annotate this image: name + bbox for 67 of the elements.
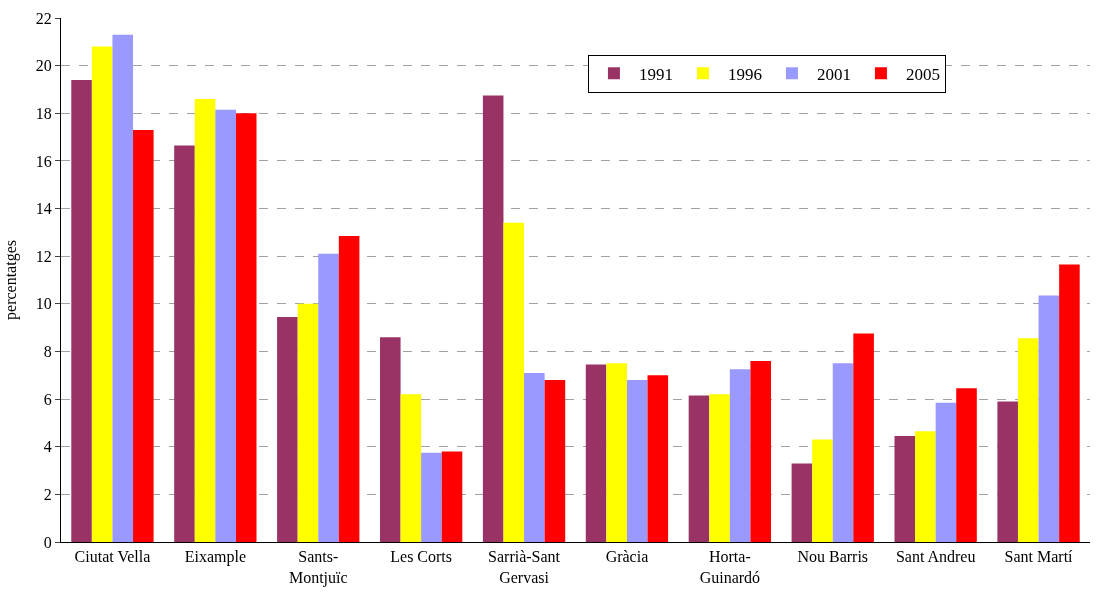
legend-label: 1991: [638, 64, 673, 84]
y-tick-label: 16: [35, 152, 52, 170]
bar: [71, 79, 92, 542]
bar: [174, 145, 195, 542]
bar: [235, 113, 257, 542]
x-tick-label: Horta- Guinardó: [699, 548, 761, 586]
bar: [133, 129, 154, 542]
bar: [338, 235, 360, 542]
x-tick-label: Sants- Montjuïc: [288, 548, 348, 587]
y-tick-label: 8: [43, 343, 52, 361]
bar: [935, 402, 957, 542]
x-tick-label: Eixample: [184, 548, 247, 567]
x-tick-label: Sant Andreu: [895, 548, 976, 566]
x-tick-label: Les Corts: [390, 548, 453, 566]
x-tick-label: Ciutat Vella: [74, 548, 151, 566]
bar: [894, 436, 916, 542]
bar: [688, 395, 710, 542]
legend-label: 2005: [905, 64, 940, 84]
x-tick-label: Nou Barris: [797, 548, 869, 566]
bar: [729, 369, 751, 542]
bar: [1038, 295, 1060, 542]
bar: [441, 451, 463, 542]
bar: [853, 333, 874, 542]
bar: [421, 452, 442, 542]
bar: [112, 34, 134, 542]
y-tick-label: 4: [43, 438, 52, 456]
y-tick-label: 6: [43, 390, 52, 408]
bar: [585, 364, 607, 542]
y-tick-label: 18: [35, 104, 52, 122]
bar: [915, 431, 936, 542]
bar: [750, 360, 772, 542]
bar: [400, 394, 422, 542]
bar: [647, 375, 669, 542]
bar: [812, 439, 833, 542]
bar: [524, 372, 545, 542]
bar: [791, 463, 813, 542]
bar: [194, 98, 216, 542]
y-tick-label: 2: [43, 485, 52, 503]
bar: [91, 46, 113, 542]
legend-label: 2001: [816, 64, 851, 84]
y-tick-label: 22: [35, 9, 52, 27]
x-tick-label: Gràcia: [605, 548, 649, 566]
y-tick-label: 12: [35, 247, 52, 265]
bar: [215, 109, 236, 542]
bar: [1059, 264, 1080, 542]
bar: [832, 363, 854, 542]
bar: [606, 363, 627, 542]
x-tick-label: Sarrià-Sant Gervasi: [488, 548, 561, 586]
y-tick-label: 20: [35, 57, 52, 75]
bar: [626, 380, 648, 542]
bar: [1017, 338, 1039, 542]
bar: [956, 388, 977, 542]
bar: [277, 316, 298, 542]
bar: [503, 222, 525, 542]
bar: [482, 95, 504, 542]
bar: [318, 253, 339, 542]
y-tick-label: 10: [35, 295, 52, 313]
bar: [297, 303, 319, 542]
bar: [544, 380, 566, 542]
bar: [379, 337, 401, 542]
legend-label: 1996: [727, 64, 762, 84]
x-tick-label: Sant Martí: [1004, 548, 1074, 566]
bar: [709, 394, 730, 542]
y-tick-label: 0: [43, 533, 52, 551]
bar: [997, 401, 1018, 542]
y-axis-title: percentatges: [1, 240, 20, 320]
y-tick-label: 14: [35, 200, 52, 218]
